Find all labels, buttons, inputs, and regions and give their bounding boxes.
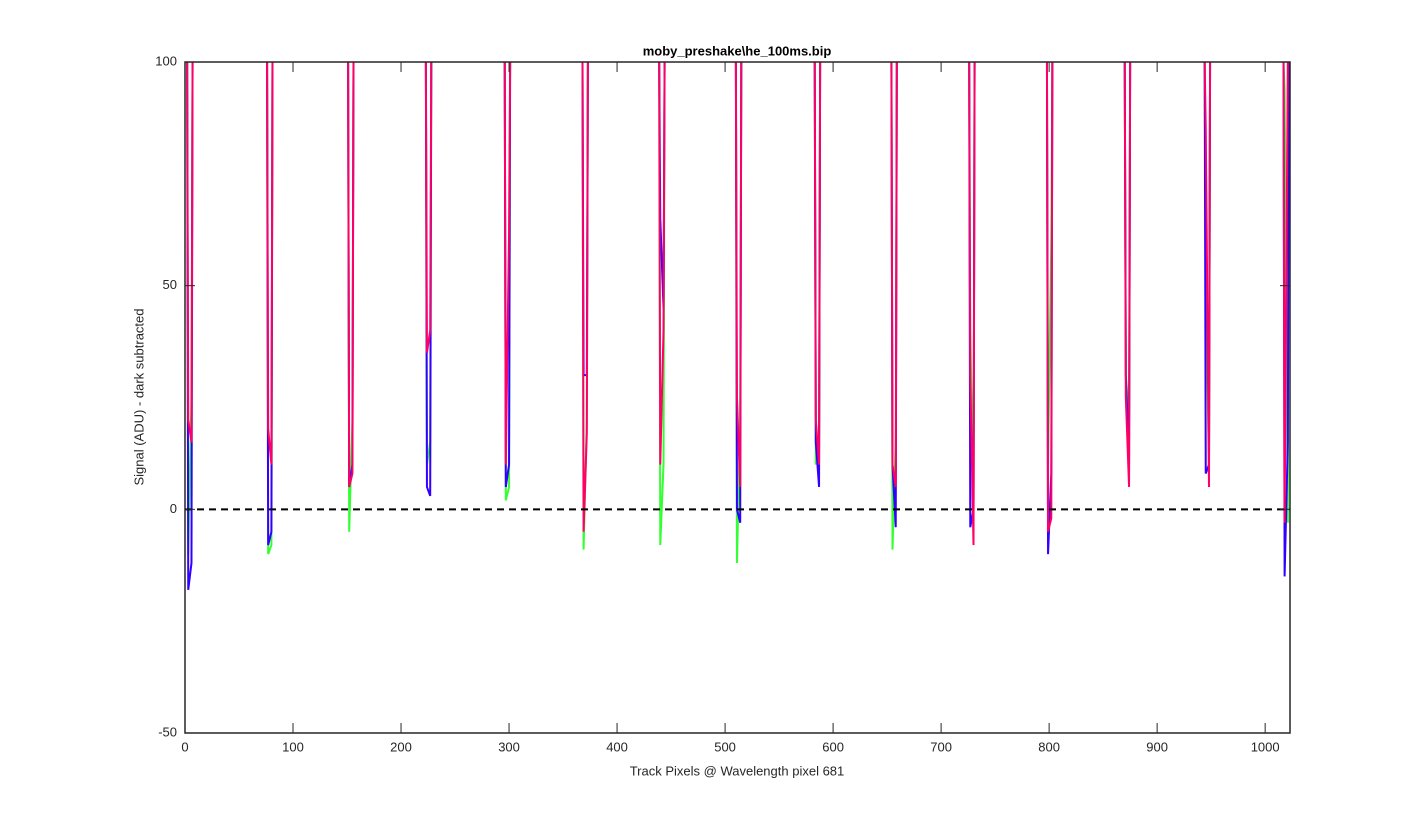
x-tick-label: 200 [390, 739, 412, 754]
x-tick-label: 0 [181, 739, 188, 754]
data-line [186, 62, 1289, 546]
y-axis-label: Signal (ADU) - dark subtracted [131, 308, 146, 485]
y-tick-label: 0 [170, 501, 177, 516]
chart-title: moby_preshake\he_100ms.bip [643, 43, 832, 58]
x-tick-label: 100 [282, 739, 304, 754]
x-tick-label: 700 [930, 739, 952, 754]
y-tick-label: 100 [155, 53, 177, 68]
x-tick-label: 900 [1146, 739, 1168, 754]
x-tick-label: 600 [822, 739, 844, 754]
x-tick-label: 1000 [1251, 739, 1280, 754]
x-tick-label: 800 [1038, 739, 1060, 754]
axes-box [184, 61, 1291, 734]
x-tick-label: 400 [606, 739, 628, 754]
data-line [186, 62, 1290, 590]
x-tick-label: 500 [714, 739, 736, 754]
x-tick-label: 300 [498, 739, 520, 754]
x-axis-label: Track Pixels @ Wavelength pixel 681 [630, 763, 845, 778]
y-tick-label: -50 [158, 724, 177, 739]
plot-marks [185, 62, 1290, 590]
y-tick-label: 50 [163, 277, 177, 292]
